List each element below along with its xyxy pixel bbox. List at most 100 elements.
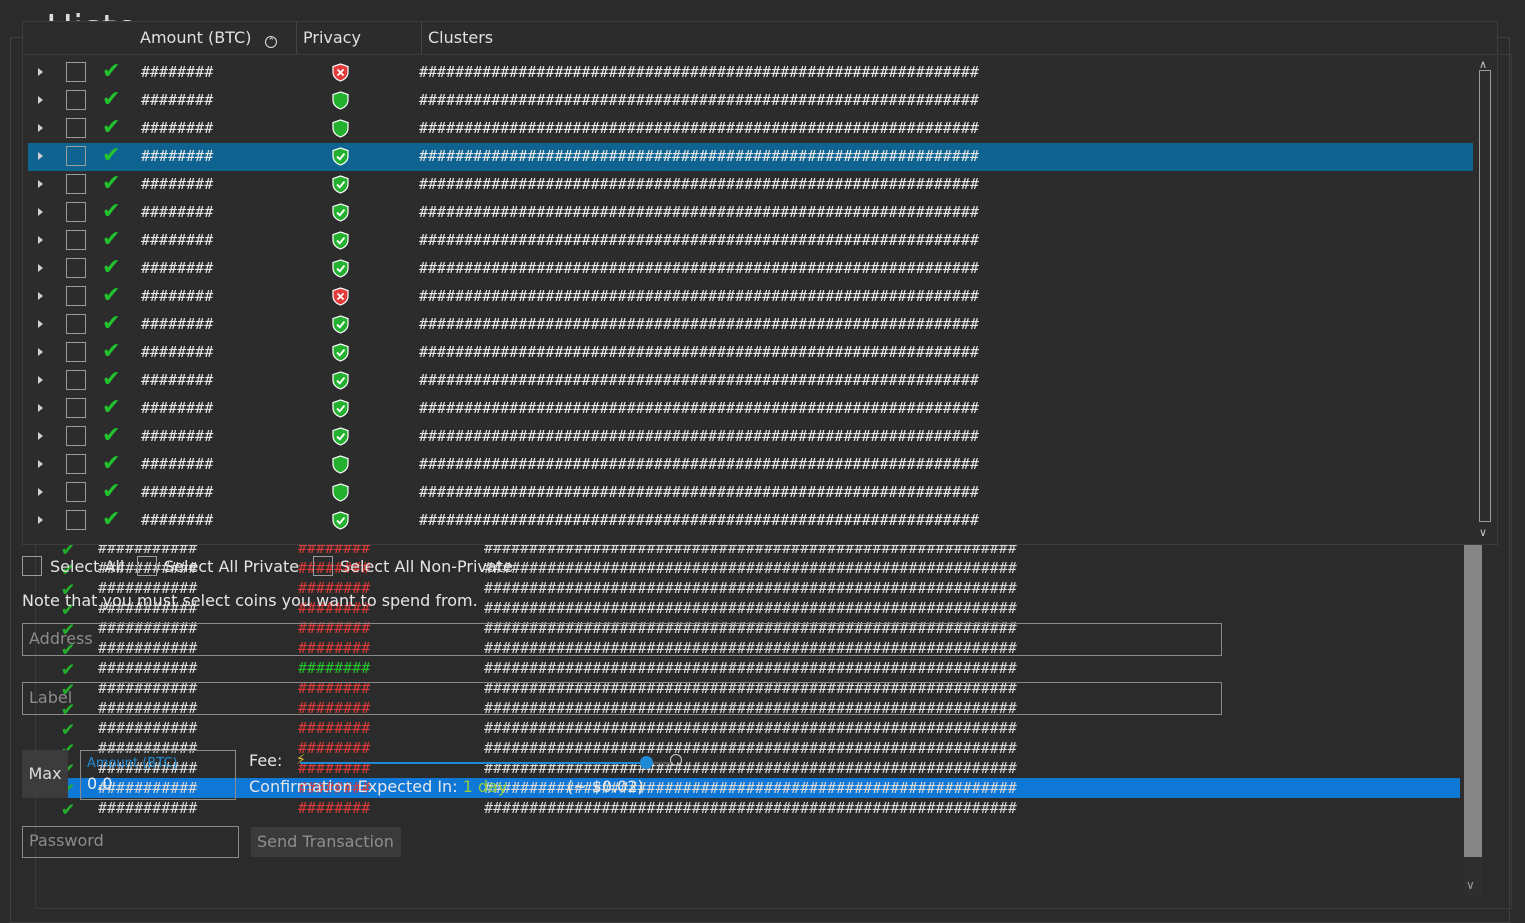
coin-row[interactable]: ✔ ######## ###############################… (28, 255, 1473, 283)
coin-amount: ######## (141, 455, 214, 473)
coin-row[interactable]: ✔ ######## ###############################… (28, 311, 1473, 339)
expand-arrow-icon[interactable] (38, 516, 43, 524)
history-amount: ########### (98, 699, 198, 717)
coin-checkbox[interactable] (66, 342, 86, 362)
expand-arrow-icon[interactable] (38, 348, 43, 356)
history-row[interactable]: ✔ ########### ######## ####################… (42, 796, 1460, 820)
expand-arrow-icon[interactable] (38, 320, 43, 328)
coin-checkbox[interactable] (66, 370, 86, 390)
coin-row[interactable]: ✔ ######## ###############################… (28, 87, 1473, 115)
coin-row[interactable]: ✔ ######## ###############################… (28, 339, 1473, 367)
coin-clusters: ########################################… (419, 147, 979, 165)
history-row[interactable]: ✔ ########### ######## ####################… (42, 696, 1460, 720)
amount-input[interactable]: Amount (BTC) 0.0 (80, 750, 236, 800)
coin-list-scrollbar[interactable]: ∧ ∨ (1476, 56, 1495, 542)
expand-arrow-icon[interactable] (38, 152, 43, 160)
coin-clusters: ########################################… (419, 259, 979, 277)
coin-checkbox[interactable] (66, 286, 86, 306)
coin-checkbox[interactable] (66, 118, 86, 138)
coin-row[interactable]: ✔ ######## ###############################… (28, 143, 1473, 171)
coin-checkbox[interactable] (66, 202, 86, 222)
coin-checkbox[interactable] (66, 258, 86, 278)
history-row[interactable]: ✔ ########### ######## ####################… (42, 736, 1460, 760)
coin-checkbox[interactable] (66, 146, 86, 166)
privacy-shield-icon (332, 371, 349, 390)
expand-arrow-icon[interactable] (38, 460, 43, 468)
column-privacy[interactable]: Privacy (296, 22, 423, 54)
coin-row[interactable]: ✔ ######## ###############################… (28, 507, 1473, 535)
password-input[interactable]: Password (22, 826, 239, 858)
coin-checkbox[interactable] (66, 314, 86, 334)
address-input[interactable]: Address (22, 623, 1222, 656)
expand-arrow-icon[interactable] (38, 292, 43, 300)
coin-checkbox[interactable] (66, 398, 86, 418)
coin-clusters: ########################################… (419, 315, 979, 333)
coin-row[interactable]: ✔ ######## ###############################… (28, 451, 1473, 479)
coin-row[interactable]: ✔ ######## ###############################… (28, 115, 1473, 143)
coin-checkbox[interactable] (66, 230, 86, 250)
expand-arrow-icon[interactable] (38, 68, 43, 76)
expand-arrow-icon[interactable] (38, 432, 43, 440)
coin-row[interactable]: ✔ ######## ###############################… (28, 395, 1473, 423)
coin-checkbox[interactable] (66, 90, 86, 110)
chevron-down-icon[interactable]: ∨ (1466, 878, 1475, 892)
coin-row[interactable]: ✔ ######## ###############################… (28, 283, 1473, 311)
sort-icon[interactable]: ⌃ (265, 36, 278, 48)
max-button[interactable]: Max (22, 750, 68, 798)
history-row[interactable]: ✔ ########### ######## ####################… (42, 656, 1460, 680)
coin-checkbox[interactable] (66, 454, 86, 474)
expand-arrow-icon[interactable] (38, 236, 43, 244)
column-clusters[interactable]: Clusters (421, 22, 1498, 54)
expand-arrow-icon[interactable] (38, 180, 43, 188)
history-scrollbar[interactable]: ∨ (1464, 545, 1482, 895)
coin-clusters: ########################################… (419, 91, 979, 109)
history-row[interactable]: ✔ ########### ######## ####################… (42, 716, 1460, 740)
privacy-shield-icon (332, 483, 349, 502)
privacy-shield-icon (332, 399, 349, 418)
coin-checkbox[interactable] (66, 62, 86, 82)
chevron-up-icon[interactable]: ∧ (1479, 58, 1488, 71)
coin-row[interactable]: ✔ ######## ###############################… (28, 367, 1473, 395)
chevron-down-icon[interactable]: ∨ (1479, 526, 1488, 539)
confirmed-check-icon: ✔ (102, 283, 121, 308)
coin-list-scroll-thumb[interactable] (1479, 70, 1491, 522)
expand-arrow-icon[interactable] (38, 488, 43, 496)
expand-arrow-icon[interactable] (38, 404, 43, 412)
coin-row[interactable]: ✔ ######## ###############################… (28, 171, 1473, 199)
select-all-checkbox[interactable] (22, 556, 42, 576)
expand-arrow-icon[interactable] (38, 264, 43, 272)
expand-arrow-icon[interactable] (38, 96, 43, 104)
coin-list-header: Amount (BTC) ⌃ Privacy Clusters (23, 22, 1496, 55)
coin-row[interactable]: ✔ ######## ###############################… (28, 227, 1473, 255)
coin-row[interactable]: ✔ ######## ###############################… (28, 199, 1473, 227)
coin-clusters: ########################################… (419, 483, 979, 501)
history-row[interactable]: ✔ ########### ######## ####################… (42, 776, 1460, 800)
amount-value: 0.0 (87, 774, 113, 793)
fee-usd: (~ $0.02) (567, 777, 644, 796)
coin-checkbox[interactable] (66, 174, 86, 194)
history-row[interactable]: ✔ ########### ######## ####################… (42, 576, 1460, 600)
coin-row[interactable]: ✔ ######## ###############################… (28, 423, 1473, 451)
send-transaction-button[interactable]: Send Transaction (251, 827, 401, 857)
label-input[interactable]: Label (22, 682, 1222, 715)
expand-arrow-icon[interactable] (38, 124, 43, 132)
lightning-icon: ⚡ (296, 752, 306, 768)
history-row[interactable]: ✔ ########### ######## ####################… (42, 596, 1460, 620)
history-row[interactable]: ✔ ########### ######## ####################… (42, 556, 1460, 580)
coin-checkbox[interactable] (66, 510, 86, 530)
password-placeholder: Password (29, 831, 104, 850)
history-scroll-thumb[interactable] (1464, 545, 1482, 857)
expand-arrow-icon[interactable] (38, 208, 43, 216)
coin-checkbox[interactable] (66, 426, 86, 446)
coin-row[interactable]: ✔ ######## ###############################… (28, 59, 1473, 87)
select-all-non-private-checkbox[interactable] (313, 556, 333, 576)
fee-slider-knob[interactable] (640, 756, 653, 769)
column-amount[interactable]: Amount (BTC) ⌃ (134, 22, 300, 54)
history-row[interactable]: ✔ ########### ######## ####################… (42, 676, 1460, 700)
coin-checkbox[interactable] (66, 482, 86, 502)
expand-arrow-icon[interactable] (38, 376, 43, 384)
confirmed-check-icon: ✔ (102, 479, 121, 504)
select-all-private-checkbox[interactable] (137, 556, 157, 576)
history-row[interactable]: ✔ ########### ######## ####################… (42, 636, 1460, 660)
coin-row[interactable]: ✔ ######## ###############################… (28, 479, 1473, 507)
